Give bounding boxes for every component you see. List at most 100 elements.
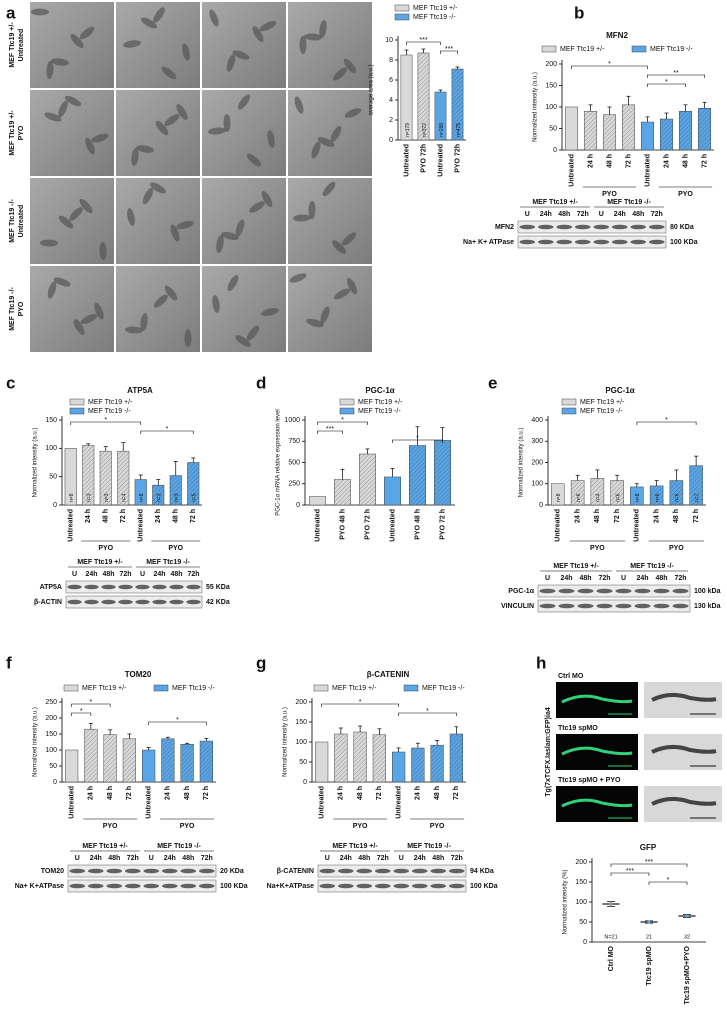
blot-size-label: 100 KDa <box>220 883 248 890</box>
blot-band <box>558 603 575 609</box>
bar-hatch <box>123 738 136 782</box>
lane-label: U <box>545 575 550 582</box>
bar-hatch <box>679 111 692 150</box>
y-tick-label: 0 <box>583 939 587 946</box>
blot-band <box>67 599 82 605</box>
mitochondrion <box>246 153 262 167</box>
significance-label: * <box>176 717 179 724</box>
significance-label: * <box>104 417 107 424</box>
blot-band <box>519 239 536 245</box>
bar <box>64 448 77 506</box>
blot-band <box>596 588 613 594</box>
blot-row-label: ATP5A <box>40 584 62 591</box>
blot-strip <box>67 879 217 893</box>
legend-swatch <box>403 684 419 692</box>
y-tick-label: 750 <box>288 438 300 445</box>
y-tick-label: 6 <box>389 77 393 84</box>
bar-hatch <box>359 454 376 505</box>
blot-band <box>69 883 86 889</box>
significance-bracket <box>70 421 142 425</box>
mitochondrion <box>299 36 307 54</box>
mitochondrion <box>58 100 68 118</box>
bar-hatch <box>84 729 98 782</box>
x-tick-label: Untreated <box>555 509 562 542</box>
bar-hatch <box>180 744 194 782</box>
blot-band <box>411 868 428 874</box>
y-tick-label: 150 <box>45 731 57 738</box>
blot-band <box>653 603 670 609</box>
blot-band <box>143 883 160 889</box>
blot-band <box>374 868 391 874</box>
blot-band <box>356 883 373 889</box>
chart-title: β-CATENIN <box>367 670 410 679</box>
lane-label: 24h <box>540 211 552 218</box>
y-tick-label: 400 <box>531 417 543 424</box>
mitochondrion <box>226 54 236 72</box>
mitochondrion <box>176 104 188 120</box>
blot-size-label: 80 KDa <box>670 224 694 231</box>
mitochondrion <box>343 58 357 74</box>
bar-hatch <box>334 479 351 505</box>
x-tick-label: 72 h <box>203 786 210 800</box>
blot-strip <box>517 235 667 249</box>
legend-swatch <box>63 684 79 692</box>
x-tick-label: 48 h <box>173 509 180 523</box>
blot-band <box>611 239 628 245</box>
lane-label: U <box>399 855 404 862</box>
significance-label: * <box>416 435 419 442</box>
y-tick-label: 0 <box>53 779 57 786</box>
y-tick-label: 1000 <box>284 417 300 424</box>
blot-band <box>577 603 594 609</box>
lane-label: 72h <box>119 571 131 578</box>
bar-hatch <box>117 451 130 505</box>
blot-strip <box>537 599 691 613</box>
x-tick-label: PYO 48 h <box>414 509 421 540</box>
bar-hatch <box>353 732 367 782</box>
significance-label: * <box>80 708 83 715</box>
bar-hatch <box>417 53 430 140</box>
x-tick-label: Untreated <box>395 786 402 819</box>
bar-hatch <box>200 741 213 782</box>
lane-label: 72h <box>651 211 663 218</box>
blot-group-label: MEF Ttc19 -/- <box>607 199 651 206</box>
y-tick-label: 50 <box>49 474 57 481</box>
legend-swatch <box>394 4 410 12</box>
n-label: n=475 <box>456 123 462 137</box>
bar <box>640 121 655 151</box>
mitochondrion <box>53 277 71 287</box>
x-tick-label: PYO 72 h <box>364 509 371 540</box>
x-tick-label: 48 h <box>606 154 613 168</box>
mitochondrion <box>136 145 154 153</box>
significance-bracket <box>317 421 368 425</box>
significance-bracket <box>647 83 686 87</box>
x-tick-label: PYO 72 h <box>439 509 446 540</box>
mitochondrion <box>304 33 322 41</box>
n-label: n=288 <box>439 123 445 137</box>
blot-band <box>556 239 573 245</box>
blot-band <box>393 868 410 874</box>
blot-band <box>180 868 197 874</box>
lane-label: 48h <box>579 575 591 582</box>
mitochondrion <box>216 235 224 253</box>
significance-label: * <box>166 426 169 433</box>
x-tick-label: 24 h <box>155 509 162 523</box>
blot-row-label: Na+ K+ATPase <box>15 883 64 890</box>
group-marker <box>647 920 651 924</box>
y-tick-label: 500 <box>288 459 300 466</box>
mitochondrion <box>227 275 239 291</box>
blot-band <box>634 603 651 609</box>
blot-band <box>69 868 86 874</box>
significance-label: * <box>608 61 611 68</box>
y-tick-label: 200 <box>531 459 543 466</box>
legend-swatch <box>394 13 410 21</box>
mitochondrion <box>94 302 104 320</box>
micrograph <box>116 90 200 176</box>
panel-letter: b <box>574 3 584 22</box>
panel-letter: f <box>6 653 12 672</box>
x-tick-label: 48 h <box>673 509 680 523</box>
blot-strip <box>67 864 217 878</box>
x-tick-label: 72 h <box>126 786 133 800</box>
lane-label: U <box>599 211 604 218</box>
micrograph <box>30 2 114 88</box>
mitochondrion <box>308 201 316 219</box>
